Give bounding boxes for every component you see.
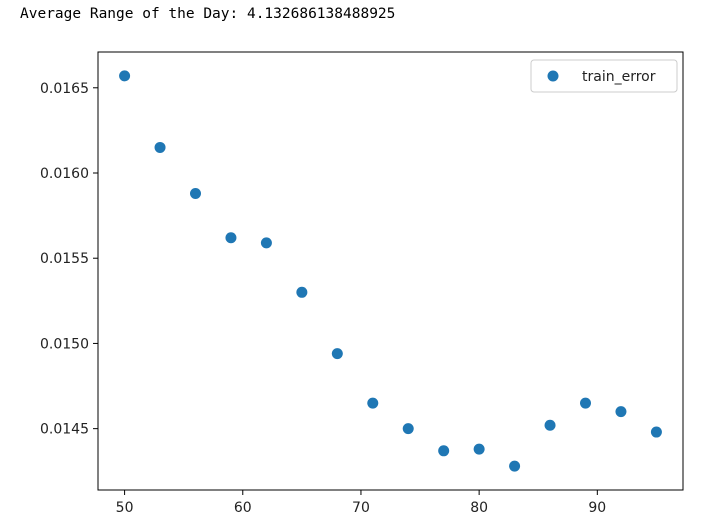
data-point xyxy=(331,348,343,360)
data-point xyxy=(650,426,662,438)
data-point xyxy=(367,397,379,409)
legend: train_error xyxy=(530,59,678,93)
series-train-error xyxy=(119,70,662,472)
legend-marker xyxy=(547,70,559,82)
x-tick-label: 60 xyxy=(234,500,252,516)
cell-output-text: Average Range of the Day: 4.132686138488… xyxy=(20,6,396,22)
data-point xyxy=(260,237,272,249)
data-point xyxy=(296,286,308,298)
y-tick-label: 0.0165 xyxy=(40,81,89,97)
y-tick-label: 0.0160 xyxy=(40,166,89,182)
x-tick-label: 70 xyxy=(352,500,370,516)
data-point xyxy=(225,232,237,244)
data-point xyxy=(154,141,166,153)
data-point xyxy=(509,460,521,472)
x-tick-label: 50 xyxy=(116,500,134,516)
plot-area-frame xyxy=(97,51,684,491)
data-point xyxy=(119,70,131,82)
data-point xyxy=(402,423,414,435)
data-point xyxy=(473,443,485,455)
y-tick-label: 0.0155 xyxy=(40,251,89,267)
legend-label: train_error xyxy=(582,69,656,85)
data-point xyxy=(615,406,627,418)
y-tick-label: 0.0150 xyxy=(40,336,89,352)
data-point xyxy=(544,419,556,431)
data-point xyxy=(190,187,201,199)
data-point xyxy=(580,397,591,409)
y-axis: 0.0145 0.0150 0.0155 0.0160 0.0165 xyxy=(40,81,98,438)
x-axis: 50 60 70 80 90 xyxy=(116,490,606,516)
x-tick-label: 80 xyxy=(470,500,488,516)
data-point xyxy=(438,445,450,457)
legend-box xyxy=(530,59,678,93)
x-tick-label: 90 xyxy=(588,500,606,516)
y-tick-label: 0.0145 xyxy=(40,422,89,438)
